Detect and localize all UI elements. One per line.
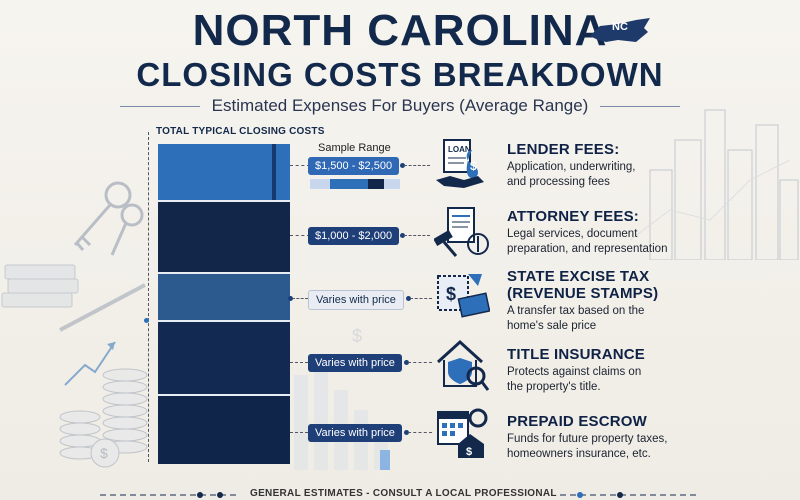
- range-pill-lender: $1,500 - $2,500: [308, 157, 400, 175]
- connector-dot-4: [404, 360, 409, 365]
- range-pill-title: Varies with price: [308, 354, 402, 372]
- connector-1: [290, 165, 310, 166]
- footer-disclaimer: GENERAL ESTIMATES - CONSULT A LOCAL PROF…: [250, 488, 557, 499]
- range-pill-attorney: $1,000 - $2,000: [308, 227, 400, 245]
- house-keys-illustration: [73, 181, 144, 256]
- page-title-line1: North Carolina: [192, 6, 608, 55]
- loan-document-money-icon: LOAN $: [436, 139, 484, 188]
- item-desc-lender-fees-line1: Application, underwriting,: [507, 161, 636, 173]
- item-title-lender-fees: LENDER FEES:: [507, 141, 620, 158]
- svg-text:$: $: [100, 445, 108, 461]
- connector-1b: [404, 165, 430, 166]
- connector-4: [290, 362, 308, 363]
- item-desc-excise-tax-line1: A transfer tax based on the: [507, 305, 645, 317]
- connector-3b: [410, 298, 432, 299]
- segment-prepaid-escrow: [158, 396, 290, 464]
- connector-2: [290, 235, 310, 236]
- connector-5b: [408, 432, 432, 433]
- nc-state-map-icon: [590, 18, 650, 42]
- footer-divider-left: [100, 492, 240, 498]
- connector-5: [290, 432, 308, 433]
- connector-2b: [404, 235, 430, 236]
- coin-stacks-illustration: $: [59, 368, 148, 468]
- page-subtitle: Estimated Expenses For Buyers (Average R…: [211, 96, 589, 115]
- item-desc-title-insurance-line1: Protects against claims on: [507, 366, 642, 378]
- range-pill-escrow: Varies with price: [308, 424, 402, 442]
- segment-attorney-fees: [158, 202, 290, 274]
- svg-text:$: $: [470, 159, 477, 173]
- connector-dot-1: [400, 163, 405, 168]
- range-pill-excise: Varies with price: [308, 290, 404, 310]
- legal-document-gavel-icon: [434, 207, 489, 257]
- segment-excise-tax: [158, 274, 290, 322]
- column-header: TOTAL TYPICAL CLOSING COSTS: [156, 126, 325, 137]
- tax-stamp-money-icon: $: [437, 274, 490, 318]
- item-title-title-insurance: TITLE INSURANCE: [507, 346, 645, 363]
- item-desc-excise-tax-line2: home's sale price: [507, 320, 597, 332]
- cash-stack-illustration: [1, 264, 146, 332]
- item-desc-attorney-fees-line2: preparation, and representation: [507, 243, 668, 255]
- item-title-prepaid-escrow: PREPAID ESCROW: [507, 413, 648, 430]
- segment-title-insurance: [158, 322, 290, 396]
- trend-arrow-illustration: [64, 341, 116, 386]
- item-title-excise-tax-line1: STATE EXCISE TAX: [507, 268, 650, 285]
- house-shield-icon: [436, 339, 490, 391]
- connector-dot-3: [406, 296, 411, 301]
- item-desc-attorney-fees-line1: Legal services, document: [507, 228, 638, 240]
- subtitle-divider-left: [120, 106, 200, 107]
- item-title-excise-tax-line2: (REVENUE STAMPS): [507, 285, 659, 302]
- connector-4b: [408, 362, 432, 363]
- svg-text:$: $: [446, 284, 456, 304]
- svg-text:$: $: [466, 446, 472, 458]
- city-skyline-illustration: [630, 109, 799, 260]
- calendar-house-icon: $: [437, 408, 488, 458]
- page-title-line2: Closing Costs Breakdown: [136, 56, 664, 93]
- svg-text:$: $: [352, 326, 362, 346]
- segment-accent: [272, 144, 276, 200]
- connector-dot-2: [400, 233, 405, 238]
- faded-bar-chart-illustration: $: [294, 326, 390, 470]
- item-desc-lender-fees-line2: and processing fees: [507, 176, 610, 188]
- item-desc-prepaid-escrow-line1: Funds for future property taxes,: [507, 433, 668, 445]
- svg-text:LOAN: LOAN: [448, 145, 471, 154]
- sample-range-label: Sample Range: [318, 142, 391, 154]
- subtitle-divider-right: [600, 106, 680, 107]
- column-bracket: [148, 132, 155, 462]
- connector-dot-5: [404, 430, 409, 435]
- item-desc-title-insurance-line2: the property's title.: [507, 381, 601, 393]
- connector-dot-3a: [288, 296, 293, 301]
- segment-lender-fees: [158, 144, 290, 202]
- item-title-attorney-fees: ATTORNEY FEES:: [507, 208, 639, 225]
- bracket-dot: [144, 318, 149, 323]
- connector-3: [292, 298, 308, 299]
- closing-cost-stack: [158, 144, 290, 464]
- item-desc-prepaid-escrow-line2: homeowners insurance, etc.: [507, 448, 651, 460]
- footer-divider-right: [560, 492, 700, 498]
- sample-range-bar: [310, 179, 400, 189]
- nc-badge-label: NC: [612, 21, 628, 33]
